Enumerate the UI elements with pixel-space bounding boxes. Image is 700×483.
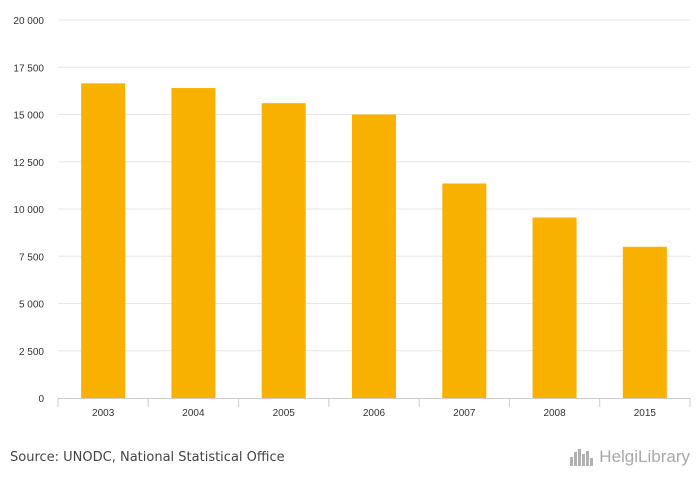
city-skyline-icon <box>570 449 594 466</box>
y-tick-label: 5 000 <box>19 300 44 311</box>
bar-2015 <box>622 246 667 398</box>
y-tick-label: 10 000 <box>13 205 44 216</box>
y-tick-label: 2 500 <box>19 347 44 358</box>
x-tick-label: 2015 <box>634 408 657 419</box>
bar-2006 <box>352 114 396 398</box>
y-tick-label: 7 500 <box>19 252 44 263</box>
x-tick-label: 2008 <box>543 408 566 419</box>
bars <box>81 83 667 398</box>
y-tick-label: 12 500 <box>13 158 44 169</box>
bar-2007 <box>442 183 487 398</box>
bar-2003 <box>81 83 126 398</box>
x-tick-label: 2005 <box>273 408 296 419</box>
source-note: Source: UNODC, National Statistical Offi… <box>10 450 285 465</box>
logo-text: HelgiLibrary <box>599 447 690 466</box>
x-axis: 2003 2004 2005 2006 2007 2008 2015 <box>57 398 691 419</box>
bar-chart: 0 2 500 5 000 7 500 10 000 12 500 15 000 17 500… <box>13 16 691 419</box>
x-tick-label: 2007 <box>453 408 476 419</box>
x-tick-label: 2004 <box>182 408 205 419</box>
bar-2005 <box>261 103 306 398</box>
bar-2004 <box>171 88 216 398</box>
x-tick-label: 2006 <box>363 408 386 419</box>
y-tick-label: 0 <box>38 394 44 405</box>
bar-2008 <box>532 217 577 398</box>
y-axis: 0 2 500 5 000 7 500 10 000 12 500 15 000 17 500… <box>13 16 44 405</box>
y-tick-label: 17 500 <box>13 63 44 74</box>
x-tick-label: 2003 <box>92 408 115 419</box>
y-tick-label: 20 000 <box>13 16 44 27</box>
y-tick-label: 15 000 <box>13 111 44 122</box>
helgilibrary-logo: HelgiLibrary <box>569 447 690 467</box>
